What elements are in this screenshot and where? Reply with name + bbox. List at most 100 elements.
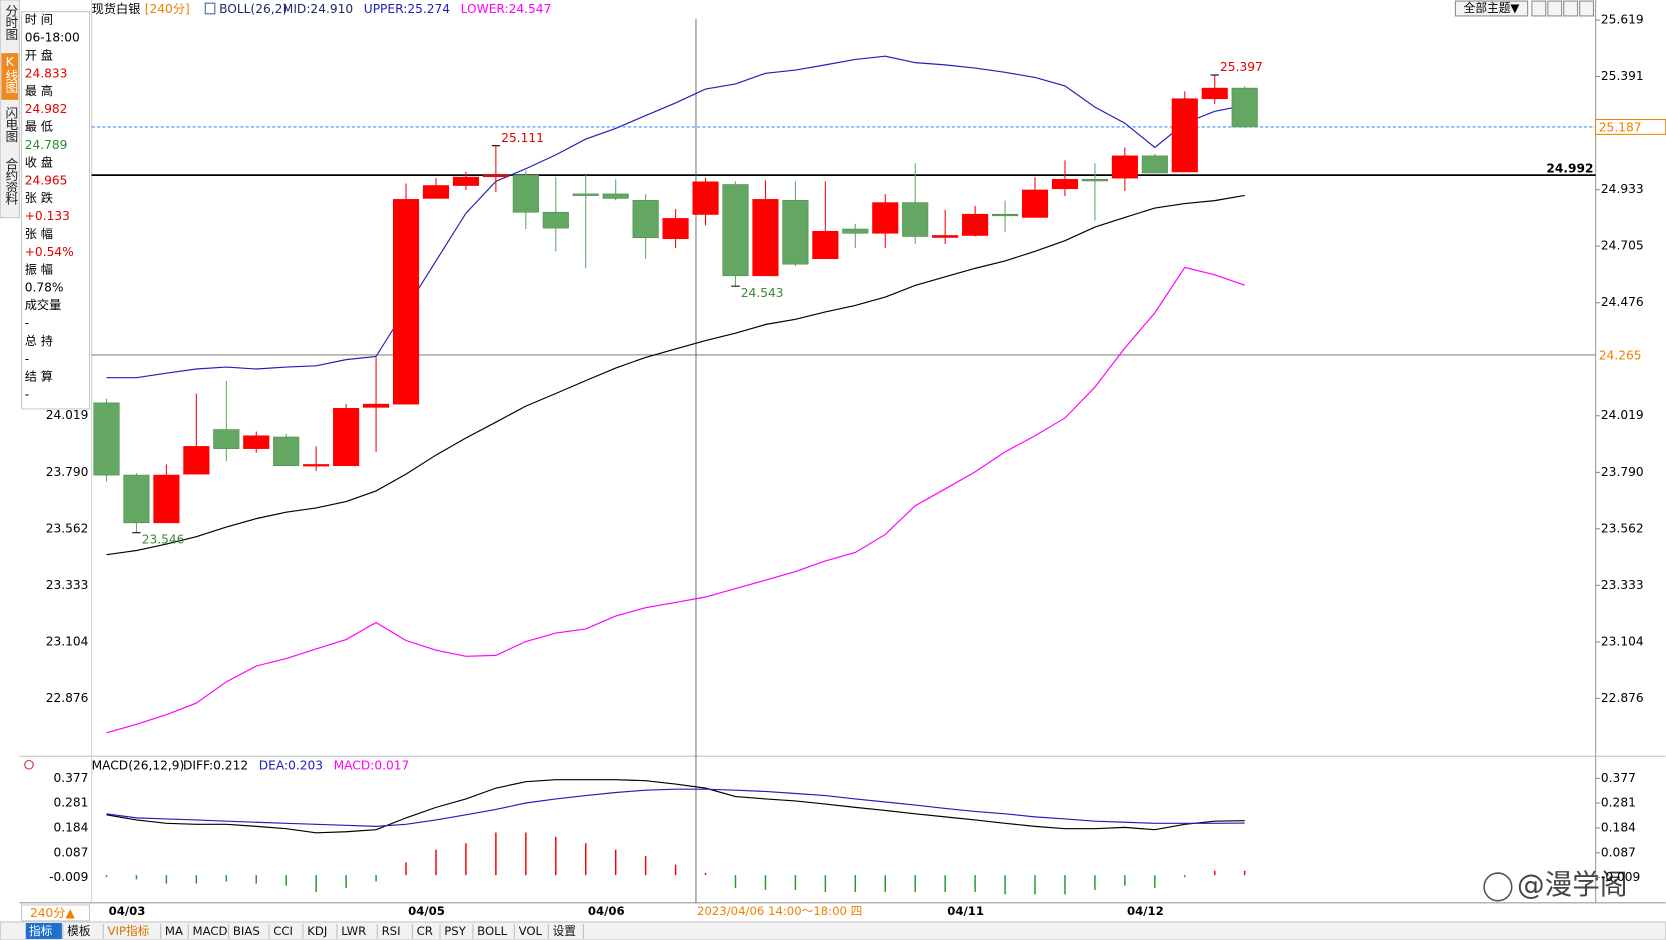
toolbar-item[interactable]: PSY xyxy=(444,924,466,938)
toolbar-item[interactable]: 模板 xyxy=(67,924,91,938)
toolbar-item[interactable]: KDJ xyxy=(307,924,327,938)
x-tick-label: 04/12 xyxy=(1127,904,1164,918)
zoom-in-button[interactable] xyxy=(1531,0,1547,17)
macd-settings-icon[interactable] xyxy=(24,759,34,770)
tab-active-bg xyxy=(1,53,19,100)
toolbar-item[interactable]: MA xyxy=(165,924,183,938)
macd-line xyxy=(106,779,1245,834)
toolbar-item[interactable]: CCI xyxy=(273,924,293,938)
candle-body xyxy=(572,193,599,196)
info-value: 0.78% xyxy=(25,281,64,295)
tab[interactable]: 分时图 xyxy=(2,4,17,41)
info-label: 开 盘 xyxy=(25,47,53,62)
candle-body xyxy=(902,202,929,237)
info-value: 24.965 xyxy=(25,173,68,187)
tab[interactable]: 闪电图 xyxy=(2,106,17,143)
period-selector[interactable]: 240分▲ xyxy=(30,906,75,920)
toolbar-item[interactable]: 设置 xyxy=(553,924,577,938)
info-value: 24.789 xyxy=(25,138,68,152)
macd-y-tick-label-left: 0.281 xyxy=(53,796,88,810)
indicator-icon[interactable] xyxy=(204,2,216,15)
tab[interactable]: 合约资料 xyxy=(2,157,17,205)
toolbar-item[interactable]: BIAS xyxy=(233,924,260,938)
theme-button[interactable] xyxy=(1454,0,1529,17)
candle-body xyxy=(482,174,509,178)
macd-y-tick-label: 0.281 xyxy=(1601,796,1636,810)
y-tick-label-left: 24.019 xyxy=(46,408,89,422)
info-value: - xyxy=(25,316,29,330)
candle-body xyxy=(992,213,1019,217)
candle-body xyxy=(153,474,180,524)
y-tick-label: 25.391 xyxy=(1601,69,1644,83)
watermark: @漫学阁 xyxy=(1517,868,1627,901)
y-tick-label-left: 23.562 xyxy=(46,521,89,535)
boll-line xyxy=(106,266,1245,734)
info-value: +0.133 xyxy=(25,209,70,223)
period-label[interactable]: [240分] xyxy=(145,2,190,16)
theme-button-label[interactable]: 全部主题▼ xyxy=(1464,1,1520,15)
macd-y-tick-label-left: 0.184 xyxy=(53,820,88,834)
indicator-name: BOLL(26,2) xyxy=(219,2,287,16)
toolbar-item[interactable]: LWR xyxy=(341,924,366,938)
price-line-label: 24.992 xyxy=(1546,161,1593,175)
y-tick-label: 23.333 xyxy=(1601,578,1644,592)
candle-body xyxy=(632,200,659,239)
candle-body xyxy=(962,213,989,236)
zoom-out-button[interactable] xyxy=(1547,0,1563,17)
y-tick-label: 23.104 xyxy=(1601,635,1644,649)
y-tick-label: 22.876 xyxy=(1601,691,1644,705)
price-axis-label: 24.265 xyxy=(1599,348,1642,362)
candle-body xyxy=(422,185,450,199)
candle-body xyxy=(512,174,539,213)
macd-legend-entry: DIFF:0.212 xyxy=(183,758,248,772)
candle-body xyxy=(93,402,120,476)
info-value: 24.833 xyxy=(25,66,68,80)
candle-body xyxy=(123,474,150,524)
candle-body xyxy=(752,199,779,277)
legend-entry: UPPER:25.274 xyxy=(364,2,451,16)
macd-title: MACD(26,12,9) xyxy=(92,758,185,772)
macd-legend-entry: DEA:0.203 xyxy=(259,758,323,772)
toolbar-item[interactable]: 指标 xyxy=(29,924,53,938)
toolbar-item[interactable]: VOL xyxy=(519,924,543,938)
extreme-label: 24.543 xyxy=(741,286,784,300)
info-label: 张 幅 xyxy=(25,226,53,241)
candle-body xyxy=(1171,98,1198,173)
toolbar-item[interactable]: RSI xyxy=(382,924,401,938)
info-value: 06-18:00 xyxy=(25,31,80,45)
macd-legend-entry: MACD:0.017 xyxy=(334,758,410,772)
candle-body xyxy=(452,176,479,186)
macd-y-tick-label-left: -0.009 xyxy=(49,870,88,884)
info-value: 24.982 xyxy=(25,102,68,116)
info-label: 收 盘 xyxy=(25,154,53,169)
candle-body xyxy=(1141,155,1168,174)
toolbar-item[interactable]: MACD xyxy=(193,924,228,938)
candle-body xyxy=(782,200,809,265)
y-tick-label-left: 23.104 xyxy=(46,635,89,649)
period-selector-box[interactable] xyxy=(20,904,91,922)
info-label: 最 高 xyxy=(25,83,53,98)
macd-line xyxy=(106,788,1245,827)
info-panel xyxy=(20,11,91,410)
candle-body xyxy=(1201,87,1228,100)
info-value: +0.54% xyxy=(25,245,74,259)
watermark-icon xyxy=(1483,872,1513,902)
macd-y-tick-label: -0.009 xyxy=(1601,870,1640,884)
prev-button[interactable] xyxy=(1563,0,1579,17)
toolbar-item[interactable]: BOLL xyxy=(477,924,507,938)
info-label: 最 低 xyxy=(25,120,53,134)
macd-y-tick-label: 0.184 xyxy=(1601,820,1636,834)
extreme-label: 23.546 xyxy=(142,533,185,547)
macd-y-tick-label-left: 0.087 xyxy=(53,845,88,859)
candle-body xyxy=(392,199,420,405)
candle-body xyxy=(303,464,330,467)
candle-body xyxy=(692,181,719,215)
toolbar-item[interactable]: CR xyxy=(417,924,433,938)
candle-body xyxy=(1051,179,1079,190)
tab[interactable]: K线图 xyxy=(2,55,17,94)
legend-entry: LOWER:24.547 xyxy=(461,2,552,16)
next-button[interactable] xyxy=(1579,0,1595,17)
toolbar-item[interactable]: VIP指标 xyxy=(108,924,150,938)
